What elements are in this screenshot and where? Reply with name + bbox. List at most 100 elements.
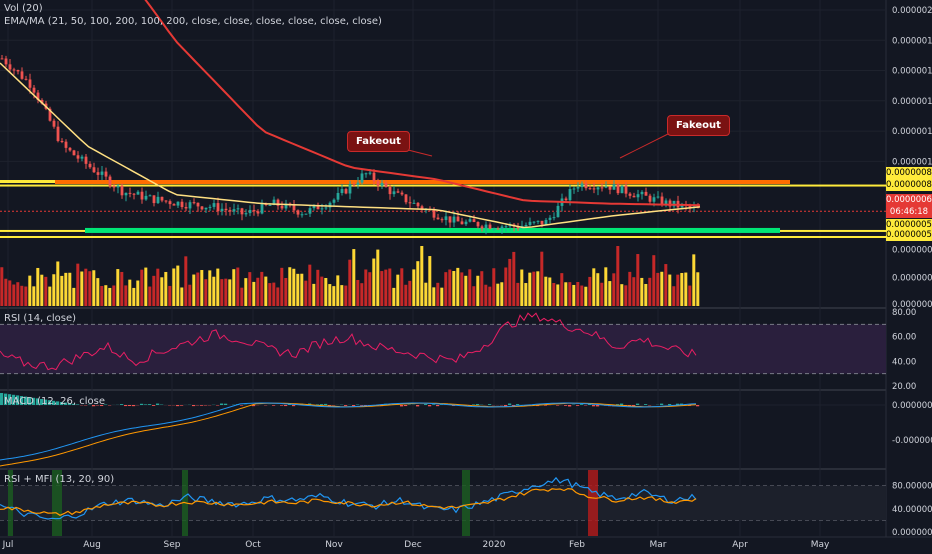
- macd-histogram-bar: [580, 404, 583, 405]
- volume-bar: [28, 276, 31, 306]
- volume-bar: [328, 284, 331, 306]
- price-tick-label-5: 0.00000100: [892, 157, 932, 167]
- candle-body: [281, 206, 284, 209]
- candle-body: [101, 172, 104, 175]
- candle-body: [141, 192, 144, 200]
- volume-bar: [472, 286, 475, 306]
- candle-body: [201, 206, 204, 209]
- resistance-line-lower: [0, 185, 886, 187]
- candle-body: [325, 207, 328, 208]
- volume-bar: [400, 268, 403, 306]
- volume-bar: [168, 286, 171, 306]
- volume-bar: [76, 264, 79, 306]
- fakeout-callout-2[interactable]: Fakeout: [667, 115, 730, 136]
- candle-body: [465, 222, 468, 225]
- volume-tick-label-1: 0.00000015: [892, 274, 932, 284]
- signal-highlight-4: [588, 470, 598, 536]
- volume-bar: [0, 267, 3, 306]
- macd-histogram-bar: [556, 405, 559, 406]
- candle-body: [353, 184, 356, 185]
- volume-bar: [32, 286, 35, 306]
- candle-body: [365, 173, 368, 174]
- candle-body: [589, 188, 592, 189]
- macd-histogram-bar: [488, 404, 491, 405]
- candle-body: [505, 226, 508, 227]
- candle-body: [473, 219, 476, 222]
- volume-bar: [136, 281, 139, 306]
- volume-bar: [120, 272, 123, 306]
- volume-bar: [524, 283, 527, 306]
- candle-body: [489, 225, 492, 229]
- candle-body: [253, 210, 256, 211]
- volume-bar: [196, 273, 199, 306]
- candle-body: [625, 185, 628, 193]
- candle-body: [397, 191, 400, 192]
- volume-bar: [512, 252, 515, 306]
- candle-body: [381, 183, 384, 186]
- volume-bar: [248, 272, 251, 306]
- fakeout-callout-1[interactable]: Fakeout: [347, 131, 410, 152]
- macd-histogram-bar: [284, 405, 287, 406]
- candle-body: [97, 172, 100, 175]
- volume-bar: [616, 246, 619, 306]
- volume-bar: [480, 271, 483, 306]
- candle-body: [5, 59, 8, 65]
- volume-bar: [304, 281, 307, 306]
- volume-bar: [84, 269, 87, 306]
- volume-bar: [680, 273, 683, 306]
- volume-bar: [172, 268, 175, 306]
- candle-body: [153, 195, 156, 203]
- volume-bar: [20, 286, 23, 306]
- volume-bar: [628, 272, 631, 306]
- macd-histogram-bar: [636, 404, 639, 405]
- candle-body: [333, 200, 336, 203]
- volume-bar: [424, 283, 427, 306]
- candle-body: [157, 197, 160, 203]
- volume-bar: [348, 260, 351, 306]
- volume-bar: [256, 278, 259, 306]
- volume-bar: [388, 269, 391, 306]
- candle-body: [417, 203, 420, 206]
- volume-bar: [56, 261, 59, 306]
- volume-bar: [104, 285, 107, 306]
- volume-bar: [500, 282, 503, 306]
- candle-body: [533, 222, 536, 223]
- candle-body: [593, 188, 596, 189]
- volume-bar: [568, 282, 571, 306]
- candle-body: [293, 205, 296, 210]
- candle-body: [21, 71, 24, 78]
- volume-bar: [420, 246, 423, 306]
- macd-histogram-bar: [132, 405, 135, 406]
- volume-bar: [412, 269, 415, 306]
- macd-histogram-bar: [660, 404, 663, 405]
- volume-bar: [548, 277, 551, 306]
- volume-bar: [688, 286, 691, 306]
- candle-body: [61, 141, 64, 142]
- candle-body: [445, 216, 448, 220]
- volume-bar: [240, 288, 243, 306]
- volume-bar: [620, 284, 623, 306]
- candle-body: [657, 197, 660, 198]
- volume-bar: [404, 285, 407, 306]
- macd-histogram-bar: [128, 405, 131, 406]
- volume-bar: [560, 273, 563, 306]
- macd-histogram-bar: [472, 404, 475, 405]
- volume-bar: [140, 270, 143, 306]
- volume-bar: [312, 284, 315, 306]
- volume-bar: [332, 286, 335, 306]
- candle-body: [309, 208, 312, 214]
- volume-bar: [340, 285, 343, 306]
- volume-bar: [624, 285, 627, 306]
- volume-bar: [100, 286, 103, 306]
- time-axis-label-6: 2020: [483, 540, 506, 550]
- volume-bar: [336, 275, 339, 306]
- volume-bar: [92, 270, 95, 306]
- volume-bar: [456, 268, 459, 306]
- candle-body: [93, 167, 96, 172]
- macd-histogram-bar: [120, 404, 123, 405]
- price-tag-087: 0.00000087: [886, 167, 932, 179]
- candle-body: [469, 219, 472, 221]
- volume-bar: [640, 278, 643, 306]
